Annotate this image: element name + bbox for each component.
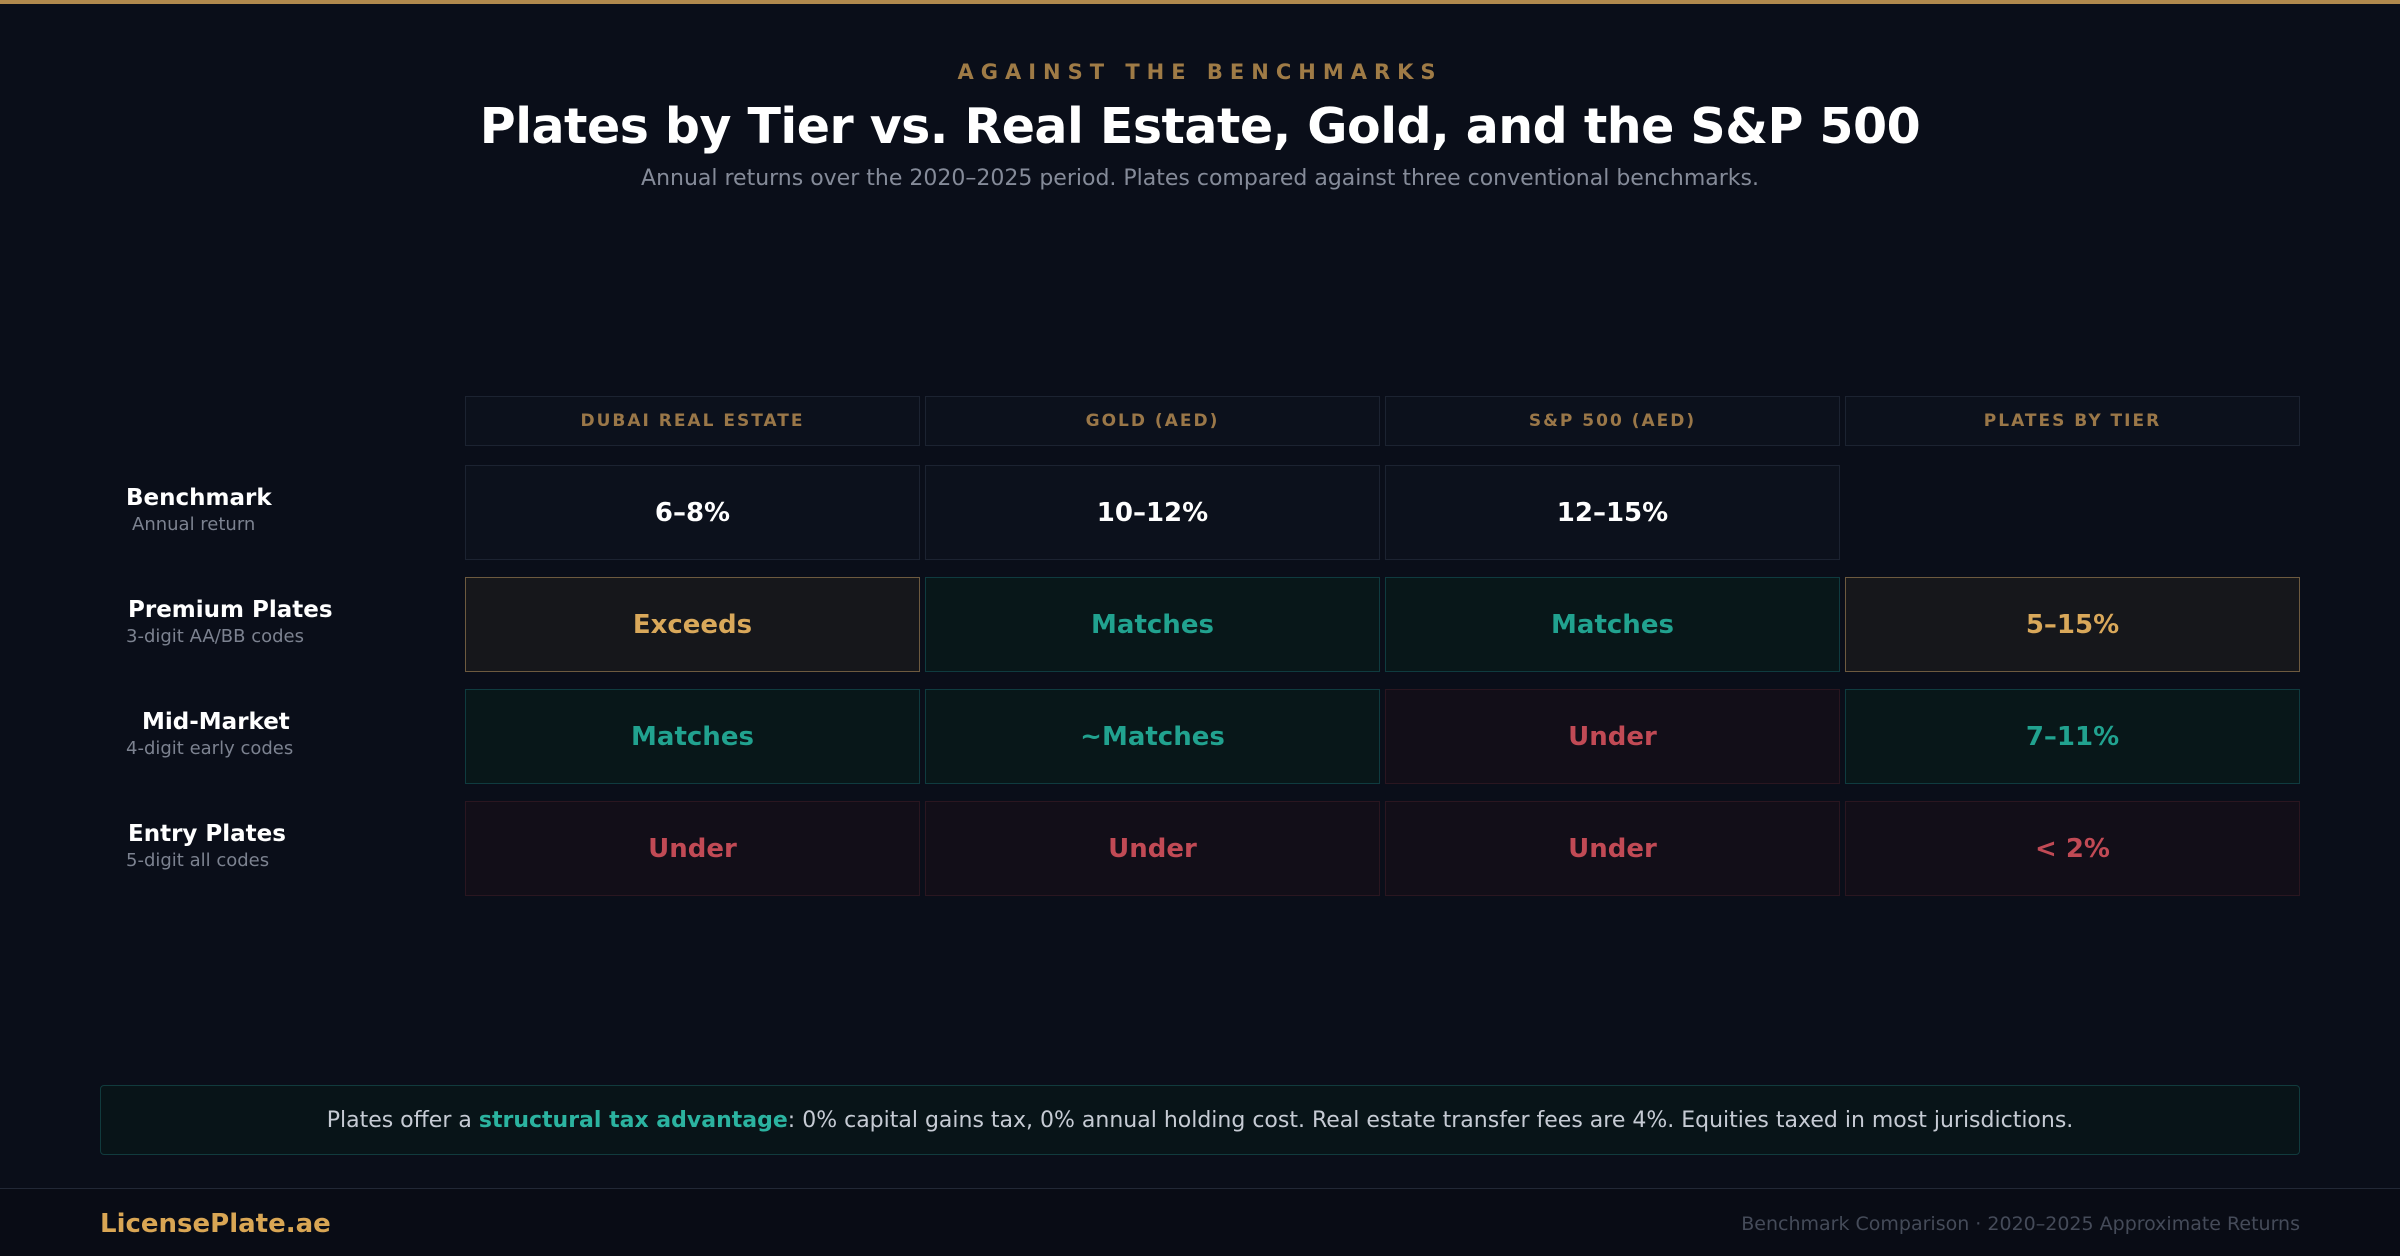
row-subtitle: 3-digit AA/BB codes bbox=[126, 626, 304, 647]
row-label-entry-plates: Entry Plates 5-digit all codes bbox=[126, 819, 426, 873]
footer: LicensePlate.ae Benchmark Comparison · 2… bbox=[0, 1188, 2400, 1256]
cell-entry-plates-return: < 2% bbox=[1845, 801, 2300, 896]
row-label-mid-market: Mid-Market 4-digit early codes bbox=[126, 707, 426, 761]
cell-midmarket-sp500: Under bbox=[1385, 689, 1840, 784]
cell-premium-sp500: Matches bbox=[1385, 577, 1840, 672]
cell-entry-real-estate: Under bbox=[465, 801, 920, 896]
row-subtitle: 4-digit early codes bbox=[126, 738, 294, 759]
row-title: Mid-Market bbox=[142, 709, 290, 735]
cell-benchmark-real-estate: 6–8% bbox=[465, 465, 920, 560]
row-subtitle: Annual return bbox=[132, 514, 256, 535]
column-header-dubai-real-estate: DUBAI REAL ESTATE bbox=[465, 396, 920, 446]
row-subtitle: 5-digit all codes bbox=[126, 850, 270, 871]
page-title: Plates by Tier vs. Real Estate, Gold, an… bbox=[479, 98, 1921, 155]
cell-benchmark-gold: 10–12% bbox=[925, 465, 1380, 560]
row-label-benchmark: Benchmark Annual return bbox=[126, 483, 426, 537]
row-label-premium-plates: Premium Plates 3-digit AA/BB codes bbox=[126, 595, 426, 649]
row-title: Premium Plates bbox=[128, 597, 333, 623]
section-eyebrow: AGAINST THE BENCHMARKS bbox=[957, 60, 1443, 84]
column-header-sp500: S&P 500 (AED) bbox=[1385, 396, 1840, 446]
tax-advantage-note: Plates offer a structural tax advantage:… bbox=[100, 1085, 2300, 1155]
cell-entry-gold: Under bbox=[925, 801, 1380, 896]
cell-midmarket-gold: ~Matches bbox=[925, 689, 1380, 784]
cell-entry-sp500: Under bbox=[1385, 801, 1840, 896]
cell-midmarket-real-estate: Matches bbox=[465, 689, 920, 784]
row-title: Entry Plates bbox=[128, 821, 286, 847]
cell-benchmark-sp500: 12–15% bbox=[1385, 465, 1840, 560]
cell-premium-plates-return: 5–15% bbox=[1845, 577, 2300, 672]
row-title: Benchmark bbox=[126, 485, 272, 511]
brand-logo-text[interactable]: LicensePlate.ae bbox=[100, 1209, 331, 1239]
page-subtitle: Annual returns over the 2020–2025 period… bbox=[641, 166, 1759, 191]
cell-midmarket-plates-return: 7–11% bbox=[1845, 689, 2300, 784]
cell-premium-real-estate: Exceeds bbox=[465, 577, 920, 672]
cell-premium-gold: Matches bbox=[925, 577, 1380, 672]
note-highlight: structural tax advantage bbox=[478, 1107, 788, 1133]
column-header-plates-by-tier: PLATES BY TIER bbox=[1845, 396, 2300, 446]
footer-caption: Benchmark Comparison · 2020–2025 Approxi… bbox=[1741, 1213, 2300, 1235]
column-header-gold: GOLD (AED) bbox=[925, 396, 1380, 446]
note-prefix: Plates offer a bbox=[326, 1107, 479, 1133]
top-accent-line bbox=[0, 0, 2400, 4]
note-suffix: : 0% capital gains tax, 0% annual holdin… bbox=[787, 1107, 2074, 1133]
